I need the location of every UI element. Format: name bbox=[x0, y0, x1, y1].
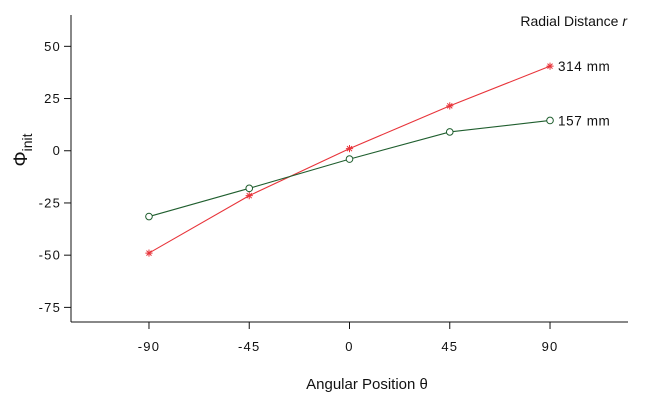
data-point-asterisk bbox=[345, 145, 354, 153]
data-point-circle bbox=[145, 212, 153, 221]
y-tick-label: -25 bbox=[39, 195, 61, 210]
y-tick-label: 25 bbox=[44, 91, 61, 106]
series-1: 314 mm bbox=[145, 59, 610, 257]
data-point-circle bbox=[345, 155, 354, 163]
data-point-asterisk bbox=[145, 249, 153, 257]
y-axis-title: Φinit bbox=[11, 133, 35, 166]
y-tick-label: -75 bbox=[39, 300, 61, 315]
x-tick-label: -45 bbox=[238, 339, 260, 354]
x-tick-label: 45 bbox=[441, 339, 458, 354]
y-tick-label: 50 bbox=[44, 39, 61, 54]
axes bbox=[70, 15, 628, 323]
data-point-asterisk bbox=[245, 192, 253, 200]
legend-title: Radial Distance r bbox=[520, 13, 628, 29]
y-ticks: 50 25 0 -25 -50 -75 bbox=[39, 39, 71, 315]
series-2: 157 mm bbox=[145, 113, 610, 221]
data-point-circle bbox=[546, 116, 554, 125]
y-tick-label: -50 bbox=[39, 248, 61, 263]
x-tick-label: 0 bbox=[345, 339, 353, 354]
x-tick-label: 90 bbox=[542, 339, 559, 354]
data-point-circle bbox=[445, 128, 454, 136]
series-end-label: 314 mm bbox=[558, 59, 610, 74]
y-tick-label: 0 bbox=[53, 143, 61, 158]
data-point-circle bbox=[245, 184, 254, 193]
x-ticks: -90 -45 0 45 90 bbox=[138, 322, 559, 354]
x-axis-title: Angular Position θ bbox=[306, 376, 428, 393]
x-tick-label: -90 bbox=[138, 339, 160, 354]
series-end-label: 157 mm bbox=[558, 113, 610, 128]
series-layer: 314 mm 157 mm bbox=[145, 59, 610, 257]
data-point-asterisk bbox=[446, 102, 454, 110]
series-line bbox=[148, 119, 551, 218]
data-point-asterisk bbox=[546, 62, 554, 70]
